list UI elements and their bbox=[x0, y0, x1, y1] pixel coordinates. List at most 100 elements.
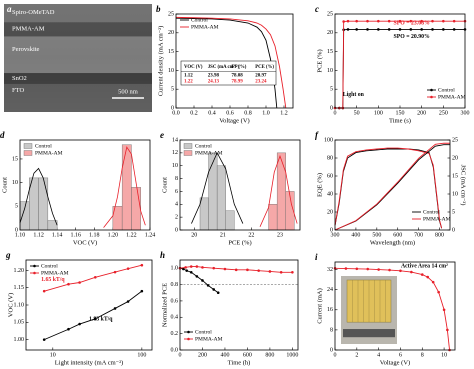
x-tick-label: 1.18 bbox=[89, 232, 100, 238]
y-tick-label: 20 bbox=[327, 209, 333, 215]
table-header: FF (%) bbox=[232, 65, 247, 70]
y-tick-label: 0.6 bbox=[171, 298, 179, 304]
sem-layer bbox=[4, 4, 152, 23]
y-tick-label: 0 bbox=[330, 227, 333, 233]
data-point bbox=[420, 273, 424, 276]
x-axis-label: PCE (%) bbox=[228, 239, 251, 246]
data-point bbox=[409, 28, 413, 31]
annotation: SPO = 20.90% bbox=[394, 34, 431, 40]
y-tick-label: 0.2 bbox=[171, 331, 179, 337]
table-cell: 23.24 bbox=[255, 80, 267, 85]
y-tick-label: 40 bbox=[327, 191, 333, 197]
y-tick-label: 2 bbox=[175, 215, 178, 221]
y-tick-label: 25 bbox=[168, 11, 174, 17]
histogram-bar bbox=[199, 197, 209, 231]
data-point bbox=[268, 270, 272, 273]
x-axis-label: Light intensity (mA cm⁻²) bbox=[55, 359, 123, 366]
histogram-bar bbox=[216, 165, 226, 231]
panel-letter: i bbox=[315, 252, 318, 262]
data-point bbox=[452, 28, 456, 31]
y-tick-label: 15 bbox=[168, 49, 174, 55]
legend-label: PMMA-AM bbox=[191, 24, 219, 30]
x-tick-label: 0 bbox=[334, 110, 337, 116]
data-point bbox=[113, 307, 117, 310]
data-point bbox=[185, 269, 189, 272]
x-tick-label: 150 bbox=[396, 110, 405, 116]
table-header: PCE (%) bbox=[255, 65, 274, 70]
y-tick-label: 15 bbox=[327, 49, 333, 55]
y-tick-label: 1.20 bbox=[14, 268, 25, 274]
y-tick-label: 32 bbox=[327, 267, 333, 273]
histogram-bar bbox=[276, 152, 286, 231]
data-point bbox=[387, 19, 391, 23]
data-point bbox=[366, 19, 369, 23]
table-cell: 1.12 bbox=[184, 74, 193, 79]
y-tick-label: 4 bbox=[175, 202, 178, 208]
data-point bbox=[93, 317, 97, 321]
annotation: 1.65 kT/q bbox=[41, 277, 65, 283]
series-line bbox=[334, 147, 443, 229]
x-tick-label: 1.10 bbox=[15, 232, 26, 238]
data-point bbox=[437, 290, 440, 294]
data-point bbox=[387, 28, 391, 31]
panel-letter: a bbox=[7, 4, 12, 14]
x-tick-label: 400 bbox=[220, 352, 229, 358]
data-point bbox=[377, 268, 380, 271]
data-point bbox=[388, 268, 391, 272]
data-point bbox=[355, 28, 358, 31]
data-point bbox=[342, 20, 345, 23]
x-tick-label: 600 bbox=[243, 352, 252, 358]
data-point bbox=[189, 270, 193, 274]
x-axis-label: Time (s) bbox=[389, 117, 411, 124]
table-cell: 1.22 bbox=[184, 80, 193, 85]
histogram-bar bbox=[38, 177, 49, 231]
data-point bbox=[410, 270, 413, 274]
plot-frame bbox=[175, 13, 294, 109]
y2-axis-label: JSC (mA cm⁻²) bbox=[460, 165, 467, 206]
data-point bbox=[420, 19, 423, 23]
data-point bbox=[212, 288, 216, 291]
x-tick-label: 1.20 bbox=[108, 232, 119, 238]
x-tick-label: 100 bbox=[374, 110, 383, 116]
data-point bbox=[234, 268, 238, 272]
data-point bbox=[431, 280, 435, 284]
x-tick-label: 300 bbox=[461, 110, 470, 116]
data-point bbox=[195, 275, 199, 278]
plot-frame bbox=[179, 259, 299, 351]
x-tick-label: 1.12 bbox=[33, 232, 44, 238]
y-tick-label: 25 bbox=[327, 11, 333, 17]
data-point bbox=[398, 28, 402, 31]
legend-swatch bbox=[23, 150, 33, 156]
legend-label: PMMA-AM bbox=[195, 336, 223, 342]
y-tick-label: 20 bbox=[327, 30, 333, 36]
y2-tick-label: 0 bbox=[452, 227, 455, 233]
y-axis-label: Current density (mA cm⁻²) bbox=[157, 26, 164, 97]
data-point bbox=[442, 19, 445, 23]
x-tick-label: 1.2 bbox=[280, 110, 288, 116]
series-line bbox=[334, 142, 450, 231]
data-point bbox=[184, 266, 187, 269]
y-axis-label: Normalized PCE bbox=[161, 283, 168, 327]
y-tick-label: 0 bbox=[171, 105, 174, 111]
x-axis-label: Time (h) bbox=[228, 359, 251, 366]
x-tick-label: 0 bbox=[334, 352, 337, 358]
data-point bbox=[140, 289, 144, 293]
data-point bbox=[346, 28, 350, 31]
panel-letter: f bbox=[315, 130, 319, 140]
y-tick-label: 5 bbox=[15, 204, 18, 210]
data-point bbox=[78, 322, 81, 326]
sem-layer bbox=[4, 73, 152, 84]
data-point bbox=[452, 19, 456, 23]
legend-label: Control bbox=[35, 143, 52, 149]
y2-tick-label: 25 bbox=[452, 137, 458, 143]
y-tick-label: 5 bbox=[330, 87, 333, 93]
sem-layer bbox=[4, 36, 152, 74]
x-tick-label: 0.4 bbox=[208, 110, 216, 116]
plot-frame bbox=[334, 261, 456, 351]
legend-marker bbox=[33, 264, 36, 268]
photo-ruler bbox=[343, 329, 395, 338]
y-axis-label: VOC (V) bbox=[7, 293, 14, 317]
x-tick-label: 1.14 bbox=[52, 232, 63, 238]
legend-swatch bbox=[183, 143, 193, 149]
